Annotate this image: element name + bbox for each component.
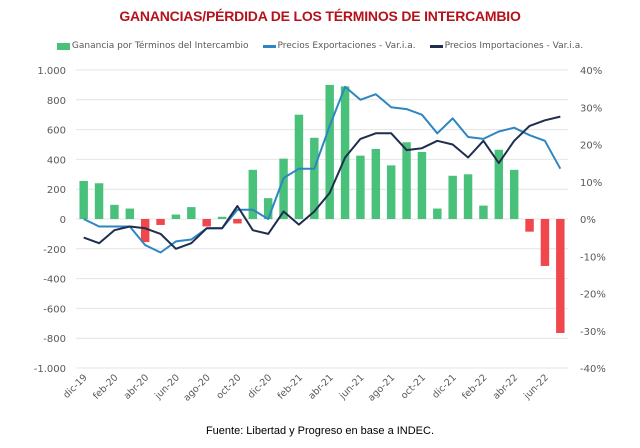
x-axis-tick-label: abr-22 [491, 372, 520, 401]
bar [463, 174, 473, 219]
bar [371, 148, 381, 219]
bar [525, 219, 534, 232]
bar [156, 219, 165, 225]
bar [233, 219, 242, 224]
legend: Ganancia por Términos del Intercambio Pr… [0, 41, 640, 51]
right-axis-tick-label: -10% [580, 252, 606, 263]
left-axis-tick-label: -1.000 [34, 364, 66, 375]
bar [402, 142, 411, 219]
right-axis-tick-label: 10% [580, 178, 602, 189]
bar [248, 169, 258, 219]
x-axis-tick-label: ago-20 [181, 372, 212, 403]
bar [509, 169, 519, 219]
right-axis-tick-label: 0% [580, 215, 596, 226]
left-axis-tick-label: 0 [60, 215, 66, 226]
bar [340, 86, 350, 219]
line-importaciones [83, 115, 561, 250]
right-axis-tick-label: -30% [580, 327, 606, 338]
left-axis-tick-label: -400 [43, 275, 66, 286]
bar [310, 137, 319, 219]
x-axis-tick-label: dic-21 [430, 372, 459, 401]
bar [110, 204, 119, 219]
x-axis-tick-label: oct-20 [214, 372, 243, 401]
legend-item-exportaciones: Precios Exportaciones - Var.i.a. [262, 41, 416, 51]
legend-label-exportaciones: Precios Exportaciones - Var.i.a. [277, 41, 416, 51]
x-axis-tick-label: feb-22 [460, 372, 490, 402]
bar [417, 151, 427, 219]
bar [79, 181, 88, 219]
x-axis-tick-label: feb-21 [276, 372, 306, 402]
x-axis-tick-label: jun-22 [521, 372, 551, 402]
x-axis-tick-label: abr-21 [306, 372, 335, 401]
bar [263, 198, 273, 219]
bar [479, 205, 488, 219]
bar [325, 84, 334, 220]
right-axis-tick-label: 30% [580, 103, 602, 114]
x-axis-tick-label: feb-20 [91, 372, 121, 402]
bar [540, 219, 550, 266]
left-axis-tick-label: 400 [47, 155, 66, 166]
bar [171, 214, 181, 219]
left-axis-tick-label: 200 [47, 185, 66, 196]
bar [187, 207, 196, 219]
bar [217, 216, 227, 219]
legend-label-importaciones: Precios Importaciones - Var.i.a. [444, 41, 584, 51]
bar [94, 183, 104, 219]
bar [356, 155, 365, 219]
bar [140, 219, 150, 243]
x-axis-tick-label: dic-20 [246, 372, 275, 401]
bar [125, 208, 135, 219]
bar [494, 149, 504, 219]
bar [556, 219, 565, 333]
x-axis-tick-label: dic-19 [61, 372, 90, 401]
left-axis-tick-label: 1.000 [37, 66, 66, 77]
x-axis-tick-label: oct-21 [399, 372, 428, 401]
legend-label-ganancia: Ganancia por Términos del Intercambio [71, 41, 249, 51]
right-axis-tick-label: 40% [580, 66, 602, 77]
legend-item-ganancia: Ganancia por Términos del Intercambio [56, 41, 249, 51]
right-axis-tick-label: -40% [580, 364, 606, 375]
left-axis-tick-label: 800 [47, 96, 66, 107]
bar [448, 175, 457, 219]
legend-swatch-ganancia [56, 42, 70, 50]
bar [279, 158, 288, 219]
right-axis-tick-label: 20% [580, 141, 602, 152]
source-note: Fuente: Libertad y Progreso en base a IN… [205, 425, 435, 437]
bar [294, 114, 304, 219]
bar [386, 165, 396, 219]
x-axis-tick-label: jun-20 [152, 372, 182, 402]
bar [202, 219, 211, 227]
x-axis-tick-label: ago-21 [366, 372, 397, 403]
right-axis-tick-label: -20% [580, 290, 606, 301]
legend-swatch-exportaciones [262, 44, 276, 48]
legend-swatch-importaciones [429, 44, 443, 48]
left-axis-tick-label: -600 [43, 304, 66, 315]
left-axis-tick-label: 600 [47, 126, 66, 137]
line-exportaciones [83, 85, 562, 254]
bar [433, 208, 442, 219]
left-axis-tick-label: -200 [43, 245, 66, 256]
legend-item-importaciones: Precios Importaciones - Var.i.a. [429, 41, 584, 51]
x-axis-tick-label: jun-21 [337, 372, 367, 402]
x-axis-tick-label: abr-20 [122, 372, 151, 401]
chart-title: GANANCIAS/PÉRDIDA DE LOS TÉRMINOS DE INT… [119, 8, 521, 24]
left-axis-tick-label: -800 [43, 334, 66, 345]
